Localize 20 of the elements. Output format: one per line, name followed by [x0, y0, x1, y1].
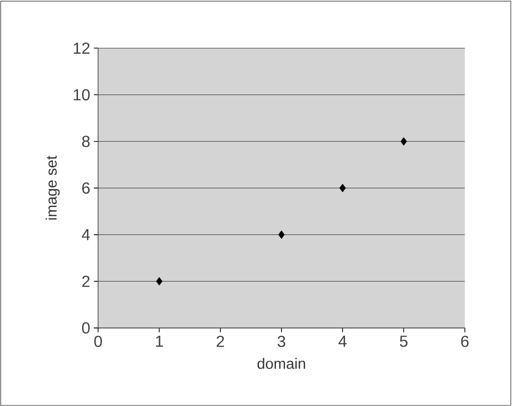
y-tick-label: 8 [82, 136, 90, 148]
x-tick-label: 0 [94, 336, 102, 348]
y-tick-label: 0 [82, 322, 90, 334]
x-tick-label: 1 [156, 336, 163, 347]
x-axis-title: domain [258, 358, 306, 369]
x-tick-label: 2 [216, 336, 224, 347]
y-tick-label: 10 [74, 89, 90, 100]
y-tick-label: 2 [82, 276, 90, 287]
y-tick-label: 12 [74, 42, 90, 54]
y-tick-label: 6 [82, 182, 90, 194]
x-tick-label: 5 [400, 336, 408, 347]
point [339, 184, 346, 192]
point [278, 230, 285, 239]
y-axis-title: image set [46, 156, 60, 220]
y-tick-label: 4 [82, 229, 90, 240]
point [156, 277, 162, 286]
x-tick-label: 4 [338, 336, 347, 347]
x-tick-label: 3 [278, 336, 286, 348]
point [400, 137, 407, 146]
x-tick-label: 6 [461, 336, 469, 348]
